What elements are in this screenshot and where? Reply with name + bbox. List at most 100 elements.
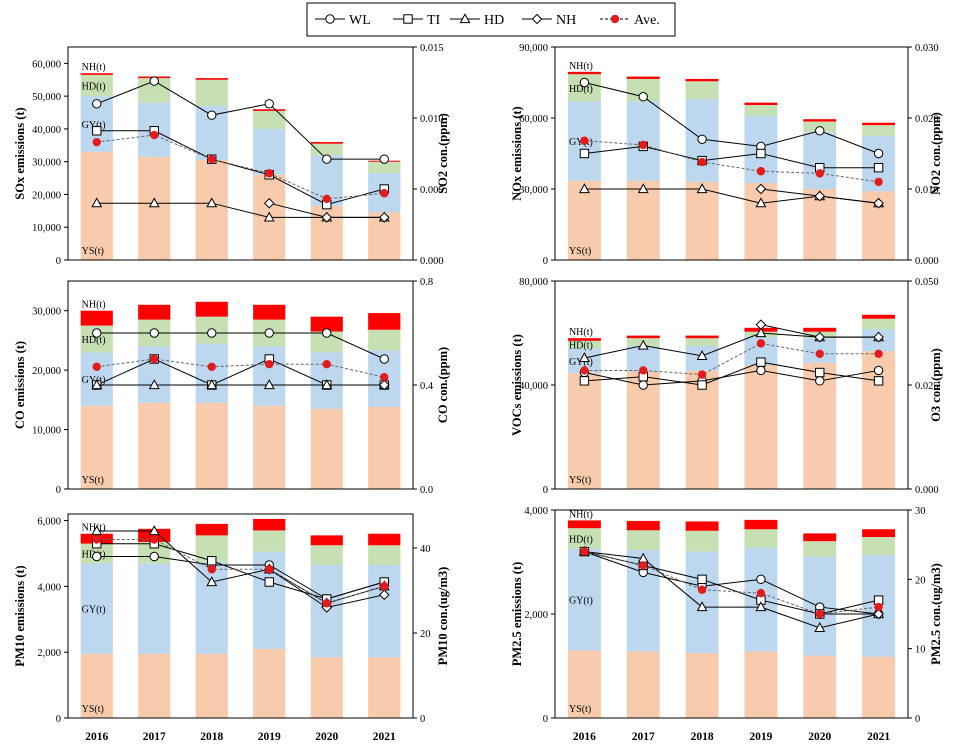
- bar-pm25-hd-2016: [567, 528, 601, 549]
- line-pm10-ti: [96, 543, 385, 600]
- line-no2-ti: [584, 145, 879, 169]
- point-pm10-ave-3: [265, 565, 274, 574]
- left-tick-label: 80,000: [519, 277, 548, 288]
- point-co-hd-3: [263, 379, 275, 390]
- point-co-ave-5: [380, 373, 389, 382]
- point-pm25-ave-1: [639, 561, 648, 570]
- line-o3-ave: [584, 342, 879, 376]
- bar-o3-nh-2018: [685, 335, 719, 339]
- stack-label-hd: HD(t): [569, 535, 593, 546]
- left-tick-label: 60,000: [519, 114, 548, 125]
- stack-label-ys: YS(t): [82, 246, 104, 257]
- point-o3-ave-5: [874, 349, 883, 358]
- bar-co-nh-2017: [138, 304, 171, 320]
- point-no2-ave-1: [639, 140, 648, 150]
- point-so2-wl-0: [92, 99, 102, 109]
- point-o3-ti-5: [873, 376, 884, 386]
- panel-no2: YS(t)GY(t)HD(t)NH(t)030,00060,00090,0000…: [510, 43, 943, 267]
- point-co-hd-2: [206, 379, 218, 390]
- point-pm25-nh-1: [873, 608, 884, 620]
- year-label-2018: 2018: [691, 731, 714, 743]
- left-tick-label: 0: [56, 256, 61, 267]
- bar-co-gy-2016: [80, 352, 113, 406]
- point-pm10-ave-5: [380, 582, 389, 591]
- bar-no2-gy-2020: [803, 132, 837, 189]
- bar-so2-ys-2018: [195, 160, 228, 260]
- point-o3-ave-4: [815, 349, 824, 358]
- point-co-wl-5: [379, 354, 389, 364]
- bar-pm10-ys-2017: [138, 653, 171, 718]
- bar-co-ys-2016: [80, 405, 113, 489]
- point-o3-nh-0: [755, 319, 767, 330]
- point-pm25-ave-2: [697, 585, 707, 594]
- point-no2-ave-2: [697, 157, 707, 167]
- left-tick-label: 0: [56, 714, 61, 725]
- point-so2-ave-4: [322, 194, 331, 204]
- bar-o3-ys-2018: [685, 370, 719, 489]
- point-pm25-wl-3: [756, 574, 766, 585]
- bar-pm10-ys-2021: [368, 657, 401, 718]
- panel-so2: YS(t) GY(t) HD(t) NH(t) 0 10,000 20,000 30,000 4…: [13, 43, 450, 267]
- bar-pm25-gy-2016: [567, 549, 601, 651]
- point-o3-nh-2: [873, 331, 884, 343]
- left-tick-label: 0: [543, 256, 548, 267]
- bar-pm10-hd-2019: [253, 530, 286, 552]
- left-tick-label: 0: [543, 714, 548, 725]
- point-pm10-ave-4: [322, 599, 331, 608]
- left-tick-label: 20,000: [32, 366, 61, 377]
- charts-grid: YS(t) GY(t) HD(t) NH(t) 0 10,000 20,000 30,000 4…: [13, 43, 943, 725]
- point-no2-wl-5: [873, 148, 884, 159]
- point-pm25-hd-2: [696, 601, 708, 612]
- line-no2-wl: [584, 82, 879, 154]
- panel-co: YS(t)GY(t)HD(t)NH(t)010,00020,00030,0000…: [13, 277, 450, 496]
- point-so2-nh-2: [378, 212, 390, 223]
- bar-pm25-nh-2019: [744, 519, 778, 530]
- stack-label-hd: HD(t): [82, 335, 106, 346]
- bar-pm25-nh-2020: [803, 533, 837, 542]
- bar-no2-ys-2016: [567, 180, 601, 260]
- left-tick-label: 30,000: [519, 185, 548, 196]
- point-pm25-ti-2: [697, 574, 707, 585]
- point-so2-wl-2: [207, 110, 217, 120]
- bar-pm25-hd-2021: [862, 537, 896, 556]
- left-tick-label: 0: [543, 485, 548, 496]
- legend-marker-wl: [325, 14, 335, 24]
- bar-pm25-hd-2020: [803, 541, 837, 557]
- point-co-hd-0: [91, 379, 103, 390]
- bar-pm25-nh-2018: [685, 521, 719, 531]
- point-pm10-ave-0: [92, 535, 101, 544]
- bar-so2-hd-2020: [310, 143, 343, 156]
- point-so2-ave-0: [92, 137, 101, 147]
- bar-o3-hd-2018: [685, 338, 719, 346]
- point-o3-ave-1: [639, 366, 648, 375]
- point-so2-nh-0: [263, 197, 275, 209]
- right-tick-label: 20: [420, 629, 431, 640]
- point-no2-hd-3: [755, 197, 767, 208]
- point-so2-hd-0: [91, 197, 103, 208]
- year-label-2019: 2019: [749, 731, 772, 743]
- legend-label-nh: NH: [556, 13, 576, 28]
- point-o3-wl-1: [638, 380, 648, 390]
- bar-so2-hd-2019: [253, 110, 286, 129]
- bar-o3-ys-2017: [626, 372, 660, 489]
- stack-label-nh: NH(t): [82, 523, 106, 534]
- line-pm25-wl: [584, 551, 879, 615]
- point-o3-ave-2: [697, 370, 707, 379]
- point-co-hd-1: [148, 379, 160, 390]
- plot-frame: [554, 46, 909, 261]
- right-tick-label: 0.8: [420, 277, 433, 288]
- bar-pm25-ys-2019: [744, 651, 778, 718]
- point-no2-hd-2: [696, 183, 708, 194]
- right-tick-label: 0: [420, 714, 425, 725]
- point-no2-ti-0: [579, 148, 590, 159]
- point-pm10-hd-2: [206, 576, 218, 587]
- bar-pm10-nh-2019: [253, 518, 286, 531]
- left-axis-title: PM10 emissions (t): [13, 565, 27, 666]
- point-no2-nh-2: [873, 197, 884, 209]
- bar-so2-ys-2017: [138, 156, 171, 260]
- point-so2-hd-3: [263, 211, 275, 222]
- point-co-wl-3: [264, 328, 274, 338]
- point-so2-ave-3: [265, 169, 274, 178]
- right-axis-title: PM2.5 con.(ug/m3): [929, 563, 943, 665]
- point-no2-ave-3: [756, 167, 766, 176]
